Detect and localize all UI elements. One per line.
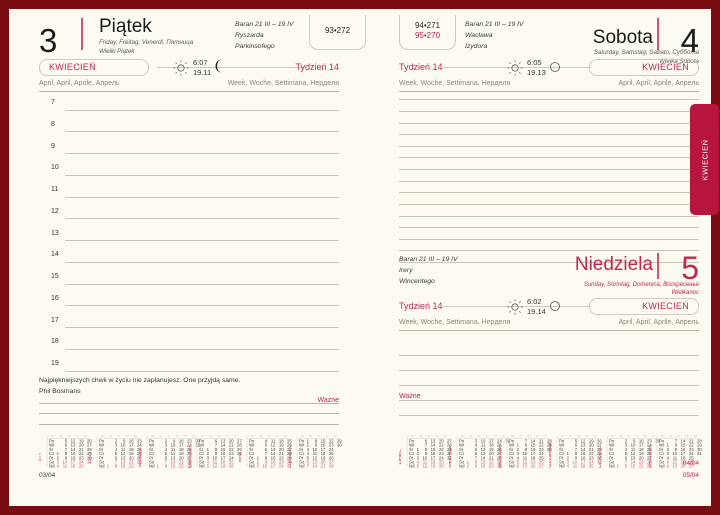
svg-text:Nd: Nd <box>149 464 155 468</box>
svg-text:2: 2 <box>467 464 470 468</box>
svg-text:Nd: Nd <box>49 464 55 468</box>
svg-text:30: 30 <box>337 443 342 448</box>
svg-text:1: 1 <box>157 464 160 468</box>
svg-text:14: 14 <box>312 464 317 468</box>
svg-text:Nd: Nd <box>459 464 465 468</box>
svg-text:16: 16 <box>481 464 486 468</box>
svg-text:11: 11 <box>63 464 68 468</box>
svg-text:25: 25 <box>79 464 84 468</box>
svg-text:Nd: Nd <box>659 464 665 468</box>
svg-text:31: 31 <box>697 451 702 456</box>
svg-text:22: 22 <box>179 464 184 468</box>
svg-text:15: 15 <box>121 464 126 468</box>
svg-text:24: 24 <box>279 464 284 468</box>
svg-text:KWIECIEN: KWIECIEN <box>189 445 192 468</box>
svg-text:8: 8 <box>115 464 118 468</box>
svg-text:28: 28 <box>329 464 334 468</box>
svg-text:LISTOPAD: LISTOPAD <box>599 445 602 468</box>
svg-text:GRUDZIEN: GRUDZIEN <box>649 444 652 468</box>
svg-text:Nd: Nd <box>249 464 255 468</box>
svg-text:26: 26 <box>229 464 234 468</box>
svg-text:27: 27 <box>539 464 544 468</box>
svg-text:3: 3 <box>257 464 260 468</box>
svg-text:8: 8 <box>165 464 168 468</box>
svg-text:20: 20 <box>531 464 536 468</box>
svg-text:13: 13 <box>672 464 677 468</box>
svg-text:21: 21 <box>321 464 326 468</box>
svg-text:19: 19 <box>221 464 226 468</box>
svg-text:WRZESIEN: WRZESIEN <box>499 444 502 468</box>
svg-text:Nd: Nd <box>99 464 105 468</box>
svg-text:9: 9 <box>475 464 478 468</box>
svg-text:SIERPIEN: SIERPIEN <box>449 446 452 468</box>
svg-text:6: 6 <box>517 464 520 468</box>
svg-text:5: 5 <box>417 464 420 468</box>
svg-text:Nd: Nd <box>609 464 615 468</box>
svg-text:MAJ: MAJ <box>239 452 242 462</box>
svg-text:17: 17 <box>271 464 276 468</box>
svg-text:MARZEC: MARZEC <box>139 446 142 466</box>
svg-text:22: 22 <box>129 464 134 468</box>
svg-text:CZERWIEC: CZERWIEC <box>289 444 292 468</box>
svg-text:15: 15 <box>631 464 636 468</box>
svg-text:Nd: Nd <box>199 464 205 468</box>
svg-text:Nd: Nd <box>559 464 565 468</box>
svg-text:7: 7 <box>307 464 310 468</box>
svg-text:22: 22 <box>639 464 644 468</box>
svg-text:PAZDZIERNIK: PAZDZIERNIK <box>549 441 552 468</box>
svg-text:18: 18 <box>71 464 76 468</box>
svg-text:10: 10 <box>262 464 267 468</box>
svg-text:23: 23 <box>489 464 494 468</box>
svg-text:4: 4 <box>57 464 60 468</box>
svg-text:11: 11 <box>573 464 578 468</box>
svg-text:Nd: Nd <box>509 464 515 468</box>
svg-text:6: 6 <box>667 464 670 468</box>
svg-text:LUTY: LUTY <box>89 451 92 463</box>
svg-text:5: 5 <box>207 464 210 468</box>
svg-text:Nd: Nd <box>409 464 415 468</box>
svg-text:13: 13 <box>522 464 527 468</box>
svg-text:26: 26 <box>439 464 444 468</box>
svg-text:4: 4 <box>567 464 570 468</box>
svg-text:12: 12 <box>422 464 427 468</box>
svg-text:19: 19 <box>431 464 436 468</box>
svg-text:15: 15 <box>171 464 176 468</box>
svg-text:25: 25 <box>589 464 594 468</box>
svg-text:LIPIEC: LIPIEC <box>399 449 402 464</box>
svg-text:Nd: Nd <box>299 464 305 468</box>
svg-text:1: 1 <box>107 464 110 468</box>
svg-text:18: 18 <box>581 464 586 468</box>
svg-text:8: 8 <box>625 464 628 468</box>
svg-text:1: 1 <box>617 464 620 468</box>
svg-text:STY: STY <box>39 453 42 462</box>
svg-text:12: 12 <box>212 464 217 468</box>
